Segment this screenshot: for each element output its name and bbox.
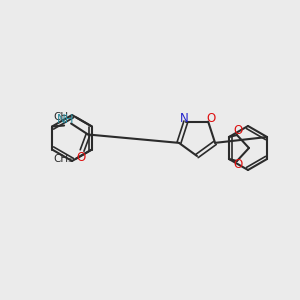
Text: O: O — [76, 151, 86, 164]
Text: O: O — [233, 158, 243, 172]
Text: O: O — [206, 112, 216, 125]
Text: O: O — [233, 124, 243, 137]
Text: N: N — [179, 112, 188, 125]
Text: CH₃: CH₃ — [53, 154, 72, 164]
Text: CH₃: CH₃ — [53, 112, 72, 122]
Text: NH: NH — [57, 113, 75, 126]
